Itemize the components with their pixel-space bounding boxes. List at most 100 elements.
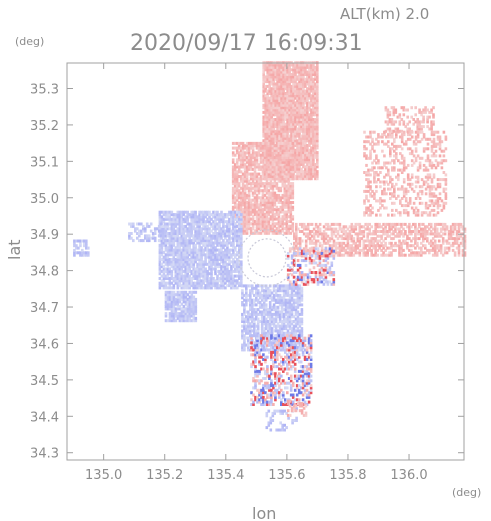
radar-cell (241, 160, 245, 164)
radar-cell (270, 73, 273, 76)
radar-cell (396, 115, 400, 119)
radar-cell (277, 217, 281, 221)
radar-cell (269, 151, 273, 155)
radar-cell (232, 215, 235, 219)
radar-cell (416, 192, 420, 196)
radar-cell (214, 284, 217, 288)
radar-cell (289, 224, 293, 228)
radar-cell (285, 170, 289, 174)
radar-cell (190, 258, 193, 261)
radar-cell (414, 120, 417, 124)
radar-cell (444, 201, 448, 205)
radar-cell (365, 178, 368, 182)
radar-cell (432, 185, 436, 189)
radar-cell (388, 227, 391, 231)
radar-cell (306, 77, 309, 81)
radar-cell (222, 253, 225, 257)
radar-cell (261, 153, 265, 157)
radar-cell (289, 141, 293, 145)
radar-cell (278, 129, 281, 133)
radar-cell (164, 224, 168, 228)
radar-cell (294, 106, 297, 110)
radar-cell (316, 163, 319, 166)
radar-cell (395, 130, 398, 134)
radar-cell (414, 106, 417, 110)
radar-cell (340, 244, 344, 248)
radar-cell (316, 96, 319, 100)
radar-cell (304, 89, 307, 93)
radar-cell (279, 163, 283, 167)
radar-cell (430, 192, 434, 196)
radar-cell (400, 204, 404, 208)
radar-cell (194, 215, 197, 219)
radar-cell (431, 237, 435, 241)
radar-cell (300, 230, 304, 233)
radar-cell (262, 96, 265, 100)
radar-cell (433, 225, 437, 229)
radar-cell (270, 127, 273, 131)
radar-cell (268, 70, 271, 74)
radar-cell (296, 174, 299, 178)
radar-cell (324, 251, 328, 255)
radar-cell (180, 220, 184, 224)
radar-cell (271, 170, 275, 174)
radar-cell (338, 246, 342, 250)
radar-cell (316, 73, 319, 76)
radar-cell (226, 269, 229, 273)
radar-cell (261, 198, 265, 202)
radar-cell (285, 203, 289, 207)
radar-cell (276, 73, 279, 76)
radar-cell (282, 80, 285, 84)
radar-cell (200, 250, 203, 254)
radar-cell (297, 227, 300, 231)
radar-cell (398, 234, 401, 238)
radar-cell (287, 175, 291, 178)
radar-cell (241, 196, 245, 200)
radar-cell (253, 210, 257, 214)
radar-cell (153, 227, 157, 231)
radar-cell (298, 144, 301, 147)
radar-cell (404, 140, 408, 144)
radar-cell (294, 163, 297, 166)
radar-cell (192, 274, 195, 278)
radar-cell (294, 174, 297, 178)
radar-cell (279, 224, 283, 228)
radar-cell (276, 108, 279, 112)
radar-cell (379, 197, 382, 200)
radar-cell (245, 146, 249, 150)
radar-cell (253, 182, 257, 186)
radar-cell (269, 179, 273, 183)
radar-cell (245, 208, 249, 212)
radar-cell (426, 118, 429, 121)
radar-cell (237, 156, 241, 160)
radar-cell (316, 99, 319, 103)
radar-cell (324, 222, 328, 226)
radar-cell (424, 106, 427, 110)
radar-cell (308, 230, 312, 233)
radar-cell (283, 153, 287, 157)
radar-cell (402, 192, 406, 196)
radar-cell (348, 234, 352, 238)
radar-cell (259, 149, 263, 152)
radar-cell (414, 185, 418, 189)
radar-cell (184, 229, 187, 233)
radar-cell (282, 92, 285, 95)
radar-cell (370, 232, 373, 236)
radar-cell (304, 120, 307, 124)
radar-cell (202, 248, 205, 252)
radar-cell (390, 237, 393, 241)
radar-cell (398, 232, 401, 236)
radar-cell (232, 217, 235, 221)
radar-cell (208, 260, 211, 264)
radar-cell (342, 227, 346, 231)
radar-cell (406, 234, 409, 238)
radar-cell (136, 222, 139, 226)
radar-cell (373, 159, 376, 163)
radar-cell (274, 68, 277, 72)
radar-cell (430, 199, 434, 203)
radar-cell (273, 165, 277, 169)
radar-cell (289, 189, 293, 193)
radar-cell (398, 253, 401, 257)
radar-cell (233, 167, 237, 171)
radar-cell (388, 225, 391, 229)
